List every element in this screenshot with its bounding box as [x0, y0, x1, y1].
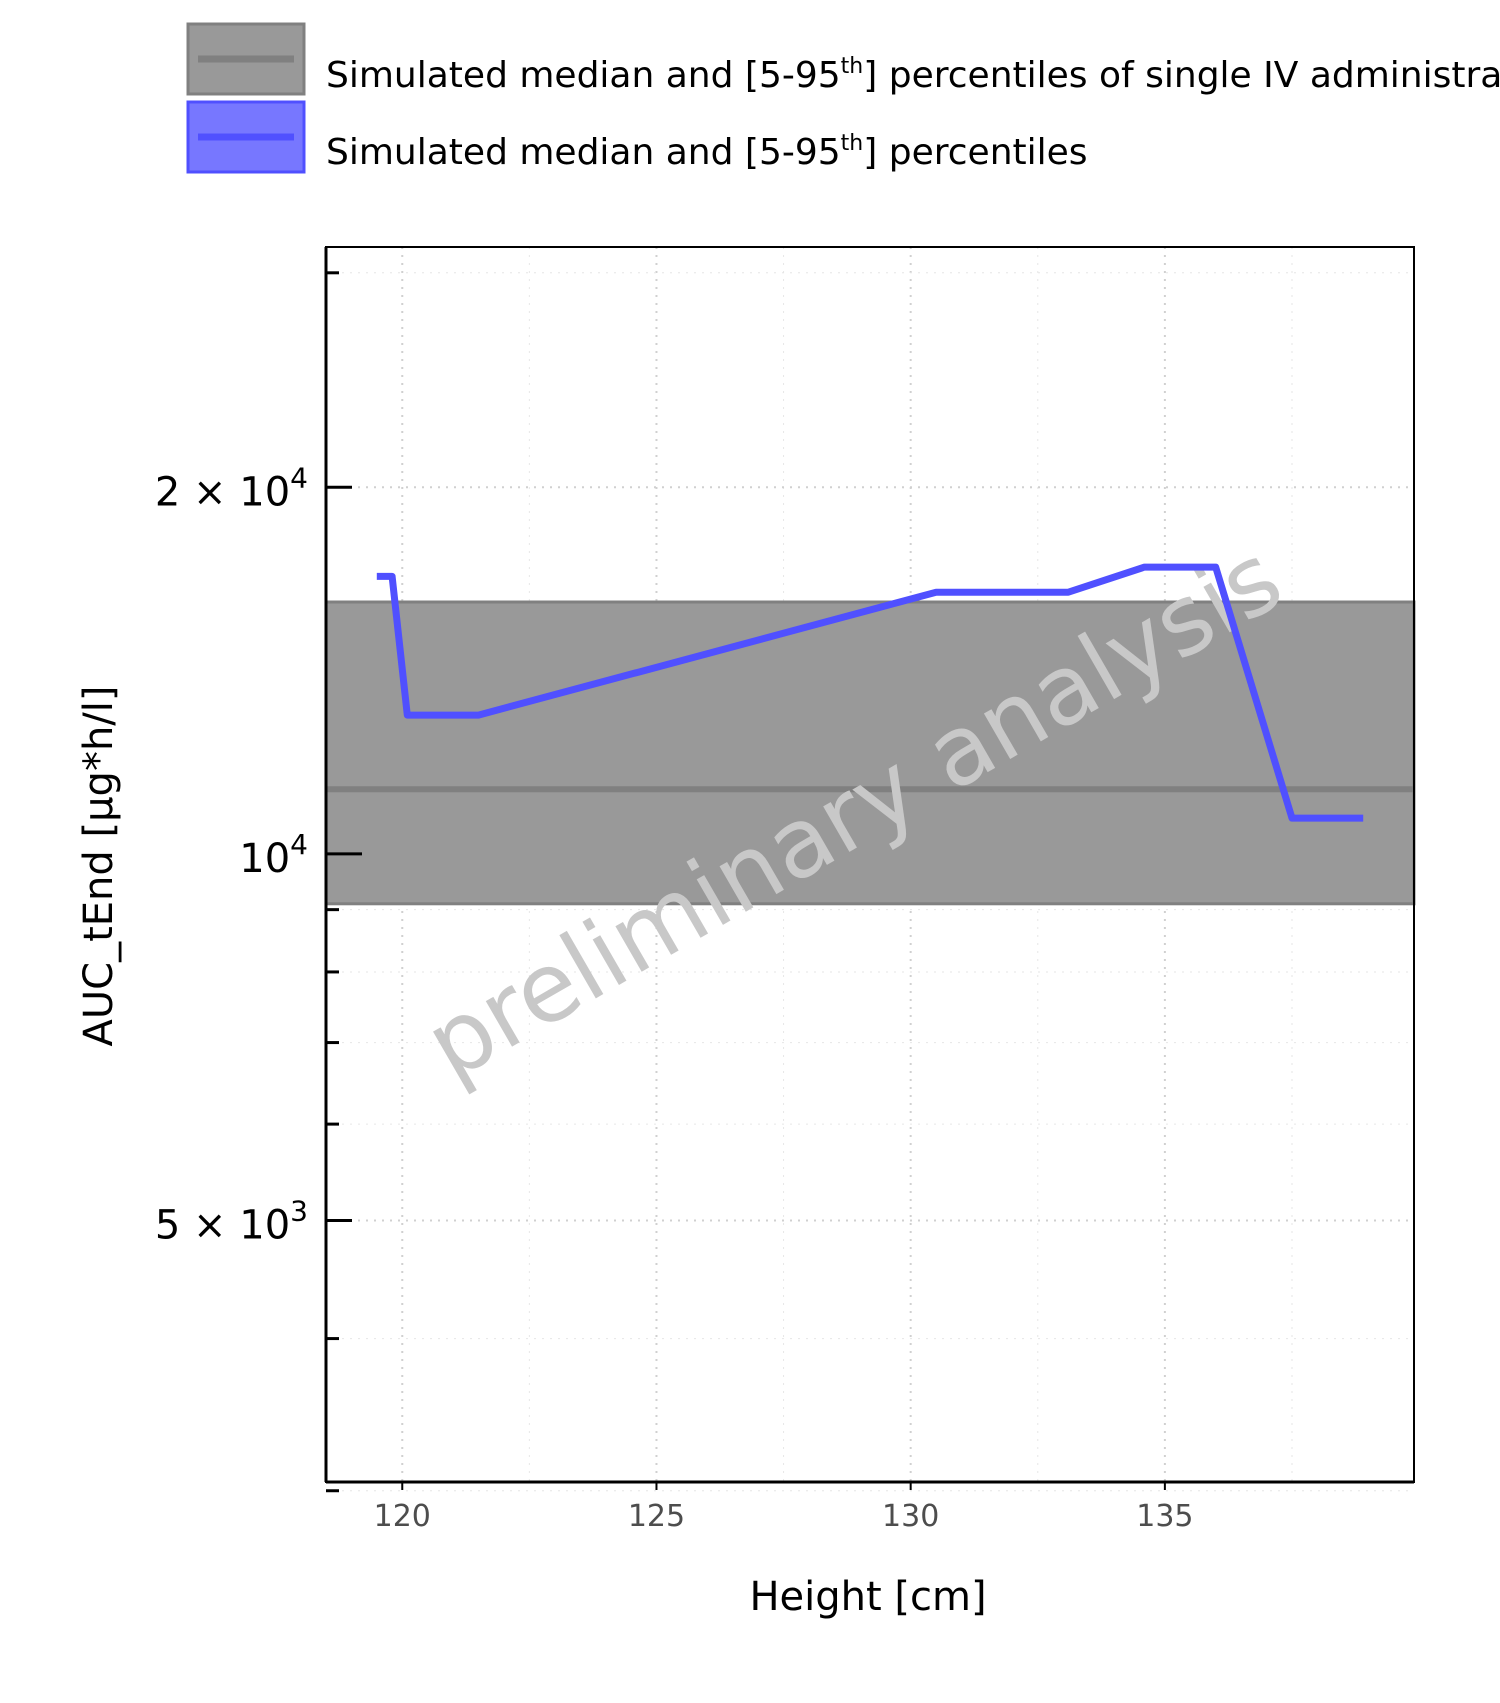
y-tick-label: 5 × 103	[155, 1195, 308, 1249]
y-tick-label: 104	[239, 828, 308, 882]
bands	[324, 600, 1416, 906]
legend: Simulated median and [5-95th] percentile…	[186, 22, 1500, 174]
y-axis-title: AUC_tEnd [µg*h/l]	[76, 686, 122, 1047]
x-tick-label: 135	[1136, 1499, 1193, 1534]
series-lines	[376, 563, 1364, 822]
x-tick-label: 125	[628, 1499, 685, 1534]
y-axis: 5 × 103 104 2 × 104	[155, 247, 362, 1493]
legend-label-series: Simulated median and [5-95th] percentile…	[326, 131, 1088, 173]
x-tick-label: 130	[882, 1499, 939, 1534]
reference-percentile-band	[324, 600, 1416, 906]
x-tick-label: 120	[374, 1499, 431, 1534]
series-median-line	[376, 563, 1364, 822]
x-axis-title: Height [cm]	[749, 1574, 986, 1620]
legend-label-reference: Simulated median and [5-95th] percentile…	[326, 54, 1500, 96]
y-tick-label: 2 × 104	[155, 461, 308, 515]
x-axis: 120 125 130 135	[326, 1480, 1414, 1534]
